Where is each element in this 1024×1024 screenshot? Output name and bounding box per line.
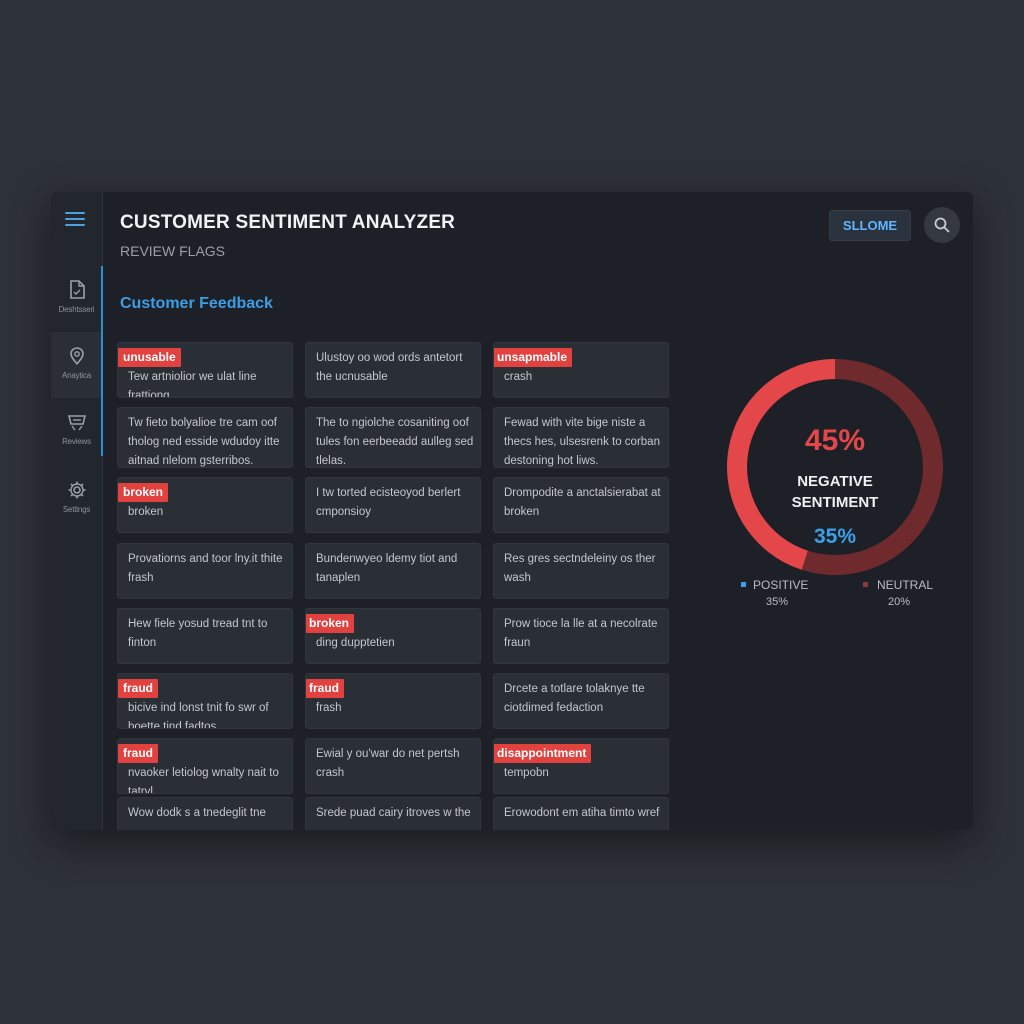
feedback-card[interactable]: fraud bicive ind lonst tnit fo swr of boe…	[117, 673, 293, 729]
legend-neutral-value: 20%	[888, 596, 911, 608]
flag-badge: fraud	[118, 744, 158, 763]
center-label-line2: SENTIMENT	[792, 494, 879, 511]
legend-neutral-swatch	[863, 582, 868, 587]
feedback-card[interactable]: Erowodont em atiha timto wref	[493, 797, 669, 830]
feedback-card[interactable]: Wow dodk s a tnedeglit tne	[117, 797, 293, 830]
section-title: Customer Feedback	[120, 295, 273, 312]
feedback-text: tempobn	[504, 767, 549, 779]
feedback-card[interactable]: Ewial y ou'war do net pertsh crash	[305, 738, 481, 794]
flag-badge: unsapmable	[494, 348, 573, 367]
feedback-card[interactable]: fraud frash	[305, 673, 481, 729]
feedback-card[interactable]: broken ding dupptetien	[305, 608, 481, 664]
feedback-card[interactable]: unusable Tew artniolior we ulat line frat…	[117, 342, 293, 398]
sidebar-item-dashboard[interactable]: Deshtsseri	[51, 266, 102, 332]
feedback-card[interactable]: Bundenwyeo ldemy tiot and tanaplen	[305, 543, 481, 599]
flag-badge: fraud	[118, 679, 158, 698]
feedback-card[interactable]: I tw torted ecisteoyod berlert cmponsioy	[305, 477, 481, 533]
legend-neutral-label: NEUTRAL	[877, 578, 934, 592]
feedback-text: bicive ind lonst tnit fo swr of boette t…	[128, 702, 269, 729]
sidebar-item-settings[interactable]: Settings	[51, 466, 102, 532]
feedback-text: frash	[316, 702, 342, 714]
center-label-line1: NEGATIVE	[797, 473, 873, 490]
feedback-text: Bundenwyeo ldemy tiot and tanaplen	[316, 553, 458, 584]
reviews-icon	[67, 415, 86, 431]
sidebar: Deshtsseri Anaytica Reviews Setting	[51, 192, 103, 830]
feedback-text: Provatiorns and toor lny.it thite frash	[128, 553, 283, 584]
legend-positive-value: 35%	[766, 596, 789, 608]
feedback-text: Drompodite a anctalsierabat at broken	[504, 487, 661, 518]
feedback-card[interactable]: Drompodite a anctalsierabat at broken	[493, 477, 669, 533]
feedback-card[interactable]: unsapmable crash	[493, 342, 669, 398]
feedback-card[interactable]: Res gres sectndeleiny os ther wash	[493, 543, 669, 599]
feedback-text: Erowodont em atiha timto wref	[504, 807, 660, 819]
feedback-card[interactable]: Hew fiele yosud tread tnt to finton	[117, 608, 293, 664]
search-button[interactable]	[924, 207, 960, 243]
feedback-card[interactable]: disappointment tempobn	[493, 738, 669, 794]
negative-arc	[727, 359, 836, 570]
feedback-card[interactable]: Prow tioce la lle at a necolrate fraun	[493, 608, 669, 664]
document-icon	[69, 280, 85, 299]
app-window: Deshtsseri Anaytica Reviews Setting	[51, 192, 973, 830]
feedback-card[interactable]: broken broken	[117, 477, 293, 533]
gear-icon	[68, 481, 85, 499]
sidebar-item-label: Anaytica	[61, 371, 92, 380]
feedback-text: Fewad with vite bige niste a thecs hes, …	[504, 417, 660, 467]
feedback-card[interactable]: fraud nvaoker letiolog wnalty nait to tat…	[117, 738, 293, 794]
legend-positive-swatch	[741, 582, 746, 587]
secondary-percent: 35%	[814, 525, 856, 548]
search-icon	[934, 217, 950, 233]
feedback-card[interactable]: Drcete a totlare tolaknye tte ciotdimed …	[493, 673, 669, 729]
active-nav-indicator	[101, 266, 103, 456]
feedback-text: Ulustoy oo wod ords antetort the ucnusab…	[316, 352, 463, 383]
feedback-card-grid: unusable Tew artniolior we ulat line frat…	[117, 342, 673, 830]
feedback-text: Hew fiele yosud tread tnt to finton	[128, 618, 268, 649]
feedback-text: Tw fieto bolyalioe tre cam oof tholog ne…	[128, 417, 280, 467]
feedback-text: I tw torted ecisteoyod berlert cmponsioy	[316, 487, 461, 518]
sidebar-item-label: Reviews	[62, 437, 91, 446]
feedback-card[interactable]: Tw fieto bolyalioe tre cam oof tholog ne…	[117, 407, 293, 468]
negative-percent: 45%	[805, 424, 865, 457]
sidebar-item-analytics[interactable]: Anaytica	[51, 332, 102, 398]
feedback-card[interactable]: Fewad with vite bige niste a thecs hes, …	[493, 407, 669, 468]
sidebar-item-label: Settings	[62, 505, 91, 514]
page-subtitle: REVIEW FLAGS	[120, 243, 226, 259]
location-pin-icon	[69, 347, 84, 366]
feedback-text: Ewial y ou'war do net pertsh crash	[316, 748, 460, 779]
flag-badge: unusable	[118, 348, 181, 367]
feedback-text: The to ngiolche cosaniting oof tules fon…	[316, 417, 474, 467]
feedback-text: Tew artniolior we ulat line frattiong	[128, 371, 257, 398]
user-button[interactable]: SLLOME	[829, 210, 911, 241]
sidebar-item-label: Deshtsseri	[58, 305, 95, 314]
feedback-text: Drcete a totlare tolaknye tte ciotdimed …	[504, 683, 645, 714]
feedback-card[interactable]: Provatiorns and toor lny.it thite frash	[117, 543, 293, 599]
feedback-text: crash	[504, 371, 533, 383]
sidebar-item-reviews[interactable]: Reviews	[51, 398, 102, 464]
flag-badge: fraud	[306, 679, 344, 698]
flag-badge: broken	[306, 614, 355, 633]
flag-badge: broken	[118, 483, 169, 502]
feedback-card[interactable]: Srede puad cairy itroves w the	[305, 797, 481, 830]
feedback-text: broken	[128, 506, 164, 518]
feedback-text: Srede puad cairy itroves w the	[316, 807, 471, 819]
feedback-card[interactable]: The to ngiolche cosaniting oof tules fon…	[305, 407, 481, 468]
flag-badge: disappointment	[494, 744, 592, 763]
feedback-text: Res gres sectndeleiny os ther wash	[504, 553, 656, 584]
page-title: CUSTOMER SENTIMENT ANALYZER	[120, 212, 456, 233]
feedback-text: nvaoker letiolog wnalty nait to tatryl.	[128, 767, 279, 794]
feedback-text: ding dupptetien	[316, 637, 395, 649]
menu-button[interactable]	[65, 212, 87, 228]
donut-center	[748, 380, 922, 554]
feedback-card[interactable]: Ulustoy oo wod ords antetort the ucnusab…	[305, 342, 481, 398]
feedback-text: Prow tioce la lle at a necolrate fraun	[504, 618, 658, 649]
sentiment-donut-chart: 45% NEGATIVE SENTIMENT 35%	[727, 359, 943, 575]
feedback-text: Wow dodk s a tnedeglit tne	[128, 807, 266, 819]
legend-positive-label: POSITIVE	[753, 578, 809, 592]
